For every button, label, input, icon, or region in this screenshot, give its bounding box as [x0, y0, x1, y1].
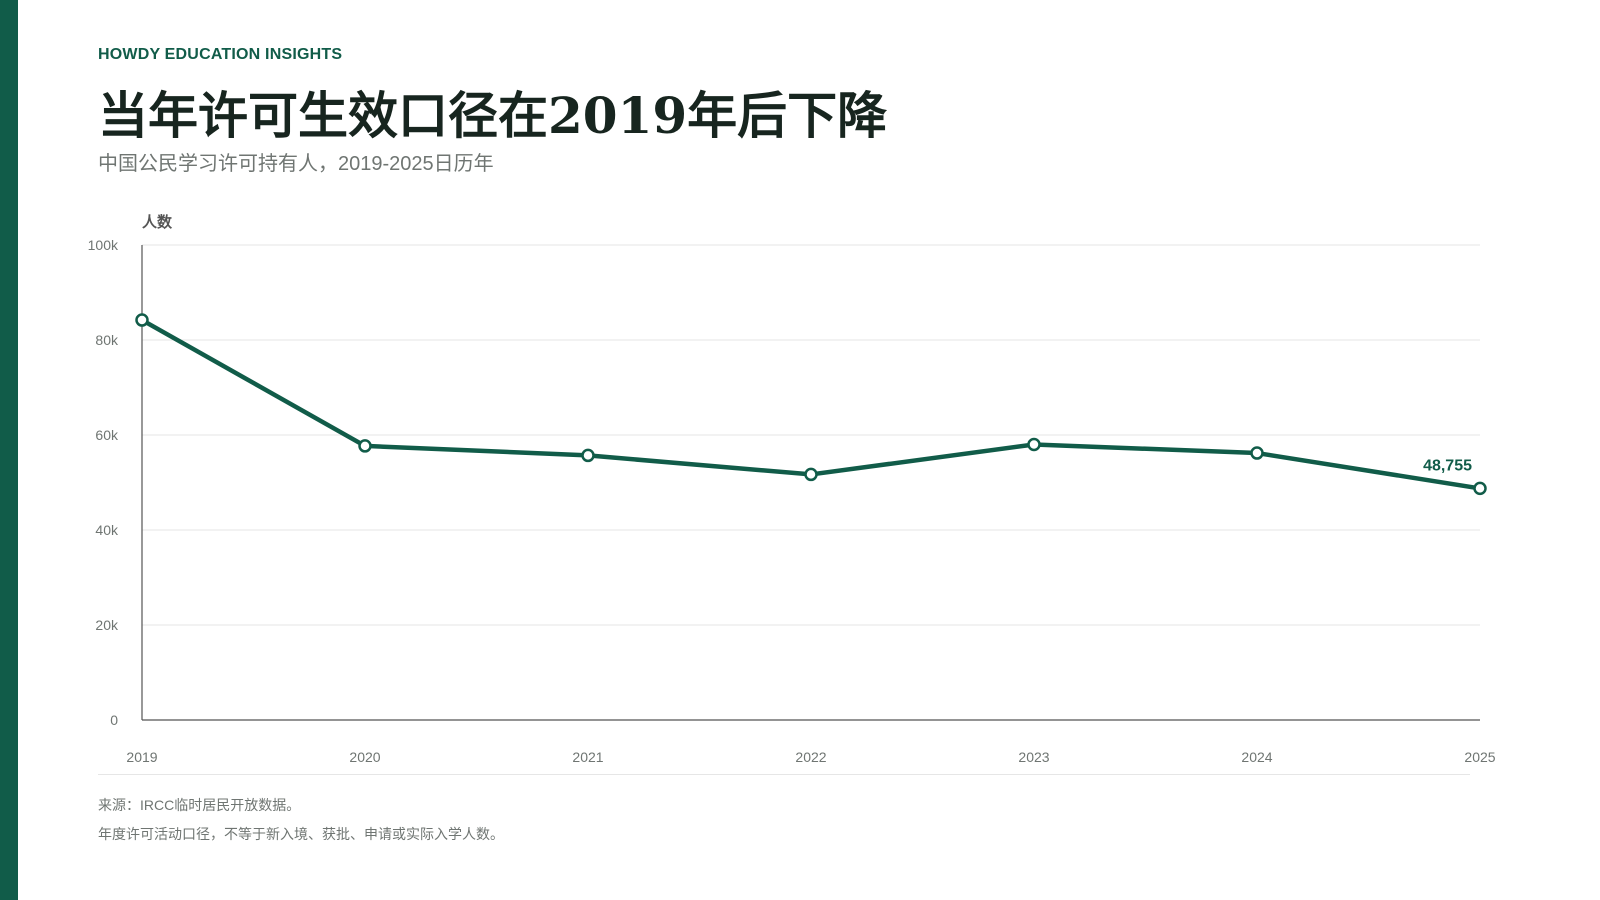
grid-lines	[142, 244, 1480, 626]
y-tick-label: 20k	[95, 617, 119, 633]
data-point	[1027, 437, 1041, 452]
accent-bar	[0, 0, 18, 900]
source-note: 来源：IRCC临时居民开放数据。	[98, 797, 301, 813]
series-line	[139, 317, 1483, 491]
data-point	[804, 467, 818, 482]
axes	[141, 245, 1480, 721]
x-tick-labels: 2019 2020 2021 2022 2023 2024 2025	[126, 749, 1495, 765]
annotations: 48,755	[1423, 457, 1472, 474]
data-point	[581, 448, 595, 463]
y-tick-label: 60k	[95, 427, 119, 443]
data-point	[135, 313, 149, 327]
y-tick-labels: 0 20k 40k 60k 80k 100k	[88, 237, 119, 728]
page-subtitle: 中国公民学习许可持有人，2019-2025日历年	[98, 153, 494, 175]
series-layer	[135, 313, 1487, 496]
eyebrow-label: HOWDY EDUCATION INSIGHTS	[98, 46, 343, 63]
x-tick-label: 2023	[1018, 749, 1049, 765]
caveat-note: 年度许可活动口径，不等于新入境、获批、申请或实际入学人数。	[98, 826, 504, 842]
data-label: 48,755	[1423, 457, 1472, 474]
data-point	[1250, 446, 1264, 460]
y-axis-label: 人数	[142, 213, 173, 231]
y-tick-label: 0	[110, 712, 118, 728]
x-tick-label: 2025	[1464, 749, 1495, 765]
x-tick-label: 2019	[126, 749, 157, 765]
x-tick-label: 2024	[1241, 749, 1272, 765]
x-tick-label: 2020	[349, 749, 380, 765]
data-point	[1473, 481, 1487, 496]
y-tick-label: 100k	[88, 237, 119, 253]
footer-divider	[98, 774, 1470, 775]
x-tick-label: 2022	[795, 749, 826, 765]
y-tick-label: 80k	[95, 332, 119, 348]
data-point	[358, 439, 372, 453]
y-tick-label: 40k	[95, 522, 119, 538]
x-tick-label: 2021	[572, 749, 603, 765]
page-title: 当年许可生效口径在2019年后下降	[98, 86, 888, 145]
